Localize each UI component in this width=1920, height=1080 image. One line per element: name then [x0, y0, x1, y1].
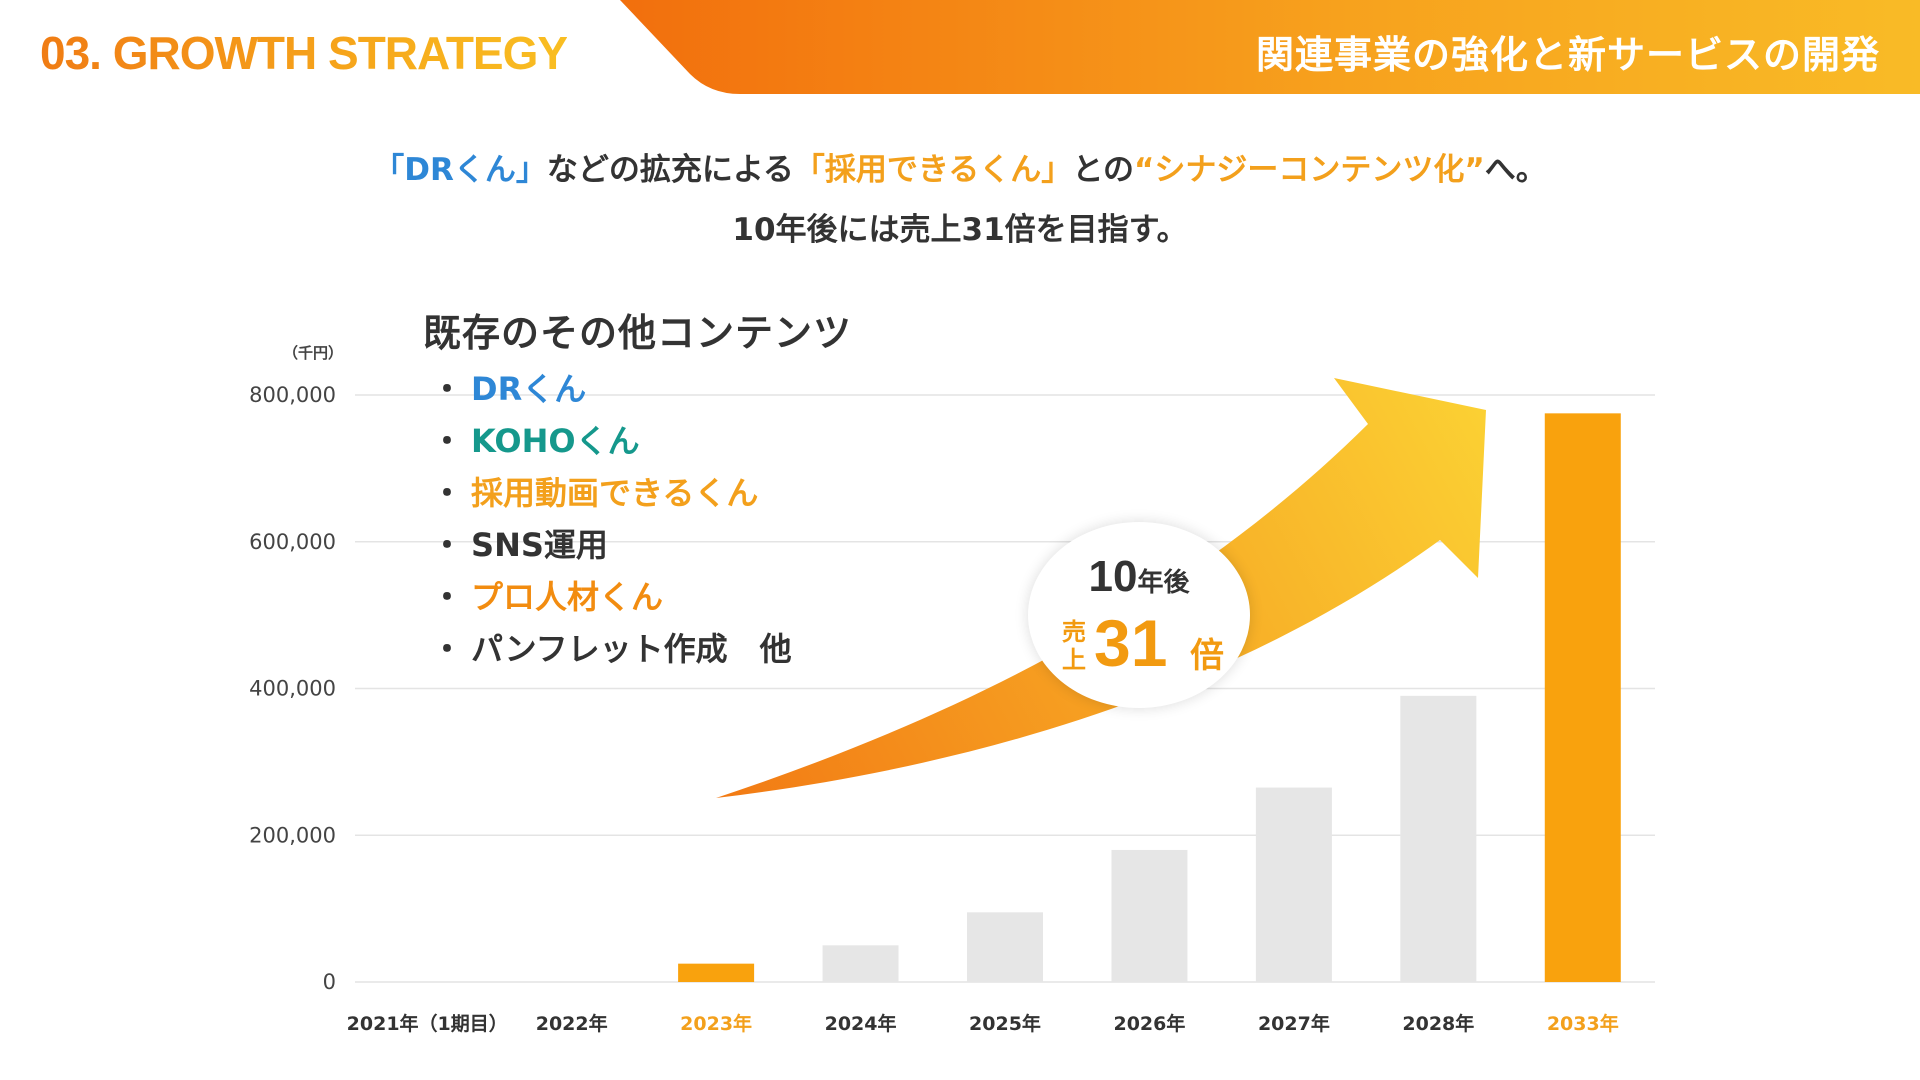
tagline-to: との — [1072, 152, 1135, 188]
x-tick-label: 2023年 — [680, 1012, 752, 1035]
bullet: ・ — [431, 474, 464, 512]
existing-contents-title: 既存のその他コンテンツ — [423, 311, 853, 355]
bar-2 — [678, 963, 755, 982]
tagline-line1: 「DRくん」などの拡充による「採用できるくん」との“シナジーコンテンツ化”へ。 — [0, 140, 1920, 200]
bar-layer — [678, 413, 1621, 982]
bubble-sales-char: 売 — [1062, 618, 1086, 646]
y-tick-label: 0 — [323, 970, 336, 994]
bubble-sales-suffix: 倍 — [1190, 636, 1224, 676]
bubble-sales-label: 売 上 — [1062, 618, 1090, 674]
tagline-dr-kun: DRくん — [404, 152, 516, 188]
list-item-label: 採用動画できるくん — [471, 474, 759, 512]
y-tick-label: 600,000 — [249, 530, 336, 554]
bullet: ・ — [431, 578, 464, 616]
header-title: 03. GROWTH STRATEGY — [40, 27, 568, 79]
growth-bubble: 10年後 売 上 31 倍 — [1028, 522, 1250, 708]
bar-4 — [967, 912, 1043, 982]
bar-6 — [1255, 787, 1332, 982]
tagline-end: へ。 — [1484, 152, 1547, 188]
grid-layer: 0 200,000 400,000 600,000 800,000 — [249, 383, 1655, 994]
bar-5 — [1111, 849, 1188, 982]
bullet: ・ — [431, 422, 464, 460]
bubble-years-number: 10 — [1088, 552, 1138, 601]
x-tick-label: 2033年 — [1547, 1012, 1619, 1035]
tagline-bracket-close: 」 — [515, 152, 547, 188]
y-tick-label: 200,000 — [249, 823, 336, 847]
list-item: ・パンフレット作成 他 — [431, 623, 852, 675]
existing-contents-list: ・ DRくん ・ KOHOくん ・採用動画できるくん ・ SNS運用 ・プロ人材くん … — [423, 363, 852, 675]
y-axis-unit-label: （千円） — [283, 344, 343, 362]
list-item-label: SNS運用 — [471, 526, 608, 564]
bullet: ・ — [431, 526, 464, 564]
tagline-middle: などの拡充による — [546, 152, 794, 188]
y-tick-label: 400,000 — [249, 677, 336, 701]
tagline-saiyo-dekiru-kun: 「採用できるくん」 — [793, 152, 1073, 188]
list-item-label: プロ人材くん — [471, 578, 664, 616]
x-labels-layer: 2021年（1期目） 2022年 2023年 2024年 2025年 2026年 2027年… — [347, 1012, 1619, 1035]
bar-8 — [1544, 413, 1621, 982]
list-item: ・プロ人材くん — [431, 571, 852, 623]
x-tick-label: 2025年 — [969, 1012, 1041, 1035]
x-tick-label: 2021年（1期目） — [347, 1012, 508, 1035]
bubble-years-suffix: 年後 — [1137, 568, 1190, 598]
bullet: ・ — [431, 630, 464, 668]
bar-3 — [822, 945, 899, 982]
tagline-synergy: “シナジーコンテンツ化” — [1134, 152, 1485, 188]
list-item: ・ KOHOくん — [431, 415, 852, 467]
list-item-label: KOHOくん — [471, 422, 640, 460]
list-item: ・採用動画できるくん — [431, 467, 852, 519]
existing-contents-box: 既存のその他コンテンツ ・ DRくん ・ KOHOくん ・採用動画できるくん ・ SN… — [423, 302, 852, 675]
x-tick-label: 2022年 — [536, 1012, 608, 1035]
x-tick-label: 2027年 — [1258, 1012, 1330, 1035]
bar-7 — [1400, 695, 1477, 982]
x-tick-label: 2024年 — [825, 1012, 897, 1035]
x-tick-label: 2026年 — [1113, 1012, 1185, 1035]
tagline: 「DRくん」などの拡充による「採用できるくん」との“シナジーコンテンツ化”へ。 … — [0, 140, 1920, 260]
header-subtitle: 関連事業の強化と新サービスの開発 — [1255, 33, 1880, 77]
header-band — [620, 0, 1920, 94]
bullet: ・ — [431, 370, 464, 408]
list-item: ・ SNS運用 — [431, 519, 852, 571]
tagline-line2: 10年後には売上31倍を目指す。 — [732, 212, 1188, 248]
bubble-sales-char: 上 — [1062, 646, 1086, 674]
y-tick-label: 800,000 — [249, 383, 336, 407]
growth-arrow — [716, 378, 1486, 798]
x-tick-label: 2028年 — [1402, 1012, 1474, 1035]
list-item-label: パンフレット作成 他 — [471, 630, 792, 668]
bubble-sales-number: 31 — [1094, 606, 1168, 680]
tagline-bracket-open: 「 — [373, 152, 405, 188]
list-item: ・ DRくん — [431, 363, 852, 415]
bubble-years: 10年後 — [1028, 552, 1250, 602]
list-item-label: DRくん — [471, 370, 587, 408]
